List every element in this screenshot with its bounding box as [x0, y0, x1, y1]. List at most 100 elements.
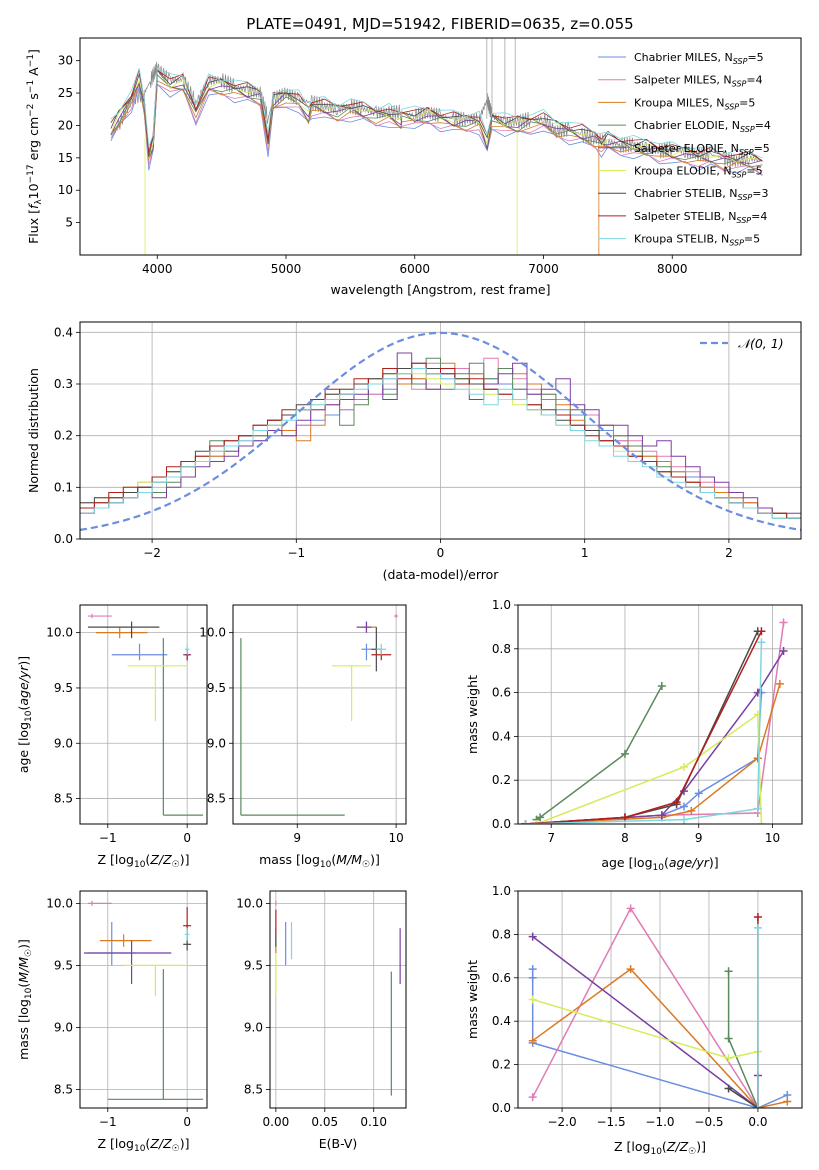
mass-weight-marker — [753, 754, 762, 763]
mass-weight-line-3 — [525, 683, 781, 824]
x-tick-label: −1 — [287, 546, 305, 560]
panels-group: 4000 5000 6000 7000 800051015202530wavelengt… — [16, 37, 803, 1157]
mass-weight-line-3 — [532, 968, 788, 1108]
y-tick-label: 0.0 — [492, 817, 511, 831]
x-tick-label: 9 — [695, 831, 703, 845]
mass-weight-marker — [532, 820, 541, 824]
x-axis-label: Z [log10(Z/Z☉)] — [614, 1139, 706, 1157]
x-tick-label: 0 — [183, 831, 191, 845]
x-tick-label: 1 — [581, 546, 589, 560]
y-tick-label: 0.6 — [492, 686, 511, 700]
y-tick-label: 30 — [58, 54, 73, 68]
mass-weight-marker — [687, 806, 696, 815]
axes-frame — [232, 604, 407, 825]
y-tick-label: 1.0 — [492, 598, 511, 612]
x-tick-label: 9 — [293, 831, 301, 845]
age_vs_mass-points — [240, 613, 399, 816]
mass-weight-marker — [679, 763, 688, 772]
mass-weight-marker — [753, 923, 762, 932]
age_vs_Z-points — [87, 613, 204, 816]
mass-weight-marker — [779, 618, 788, 627]
y-tick-label: 0.6 — [492, 971, 511, 985]
normal-curve — [80, 331, 801, 531]
x-tick-label: 10 — [765, 831, 780, 845]
mass-weight-marker — [657, 682, 666, 691]
y-tick-label: 0.3 — [54, 377, 73, 391]
mass-weight-marker — [724, 1084, 733, 1093]
legend-entry: Chabrier MILES, NSSP=5 — [634, 51, 764, 66]
mass_vs_ebv-axes: 0.00 0.05 0.10 8.5 9.0 9.5 10.0 E(B-V) — [236, 891, 406, 1151]
legend-entry: Salpeter MILES, NSSP=4 — [634, 74, 763, 89]
y-tick-label: 8.5 — [54, 792, 73, 806]
legend-entry: Chabrier ELODIE, NSSP=4 — [634, 119, 771, 134]
mass-weight-marker — [779, 646, 788, 655]
y-tick-label: 0.2 — [492, 773, 511, 787]
y-tick-label: 10 — [58, 183, 73, 197]
figure-title: PLATE=0491, MJD=51942, FIBERID=0635, z=0… — [246, 15, 633, 33]
x-axis-label: (data-model)/error — [383, 567, 500, 582]
spectrum-lines — [110, 38, 763, 255]
mass-weight-line-5 — [525, 650, 785, 824]
y-tick-label: 8.5 — [54, 1082, 73, 1096]
legend-entry: Kroupa ELODIE, NSSP=5 — [634, 165, 763, 180]
massweight_vs_age-axes: 7 8 9 10 0.0 0.2 0.4 0.6 0.8 1.0 age [log10(age/yr… — [465, 598, 802, 873]
age_vs_Z-axes: −1 0 8.5 9.0 9.5 10.0 Z [log10(Z/Z☉)] age [log1… — [16, 605, 207, 870]
mass_vs_ebv-points — [275, 900, 401, 1096]
y-tick-label: 8.5 — [207, 792, 226, 806]
y-tick-label: 0.0 — [54, 532, 73, 546]
mass-weight-line-7 — [728, 1087, 759, 1108]
mass-weight-marker — [679, 802, 688, 811]
model-spectrum-line-2 — [110, 82, 763, 176]
x-axis-label: wavelength [Angstrom, rest frame] — [330, 282, 550, 297]
y-tick-label: 0.1 — [54, 480, 73, 494]
mass-weight-marker — [528, 932, 537, 941]
x-tick-label: 10 — [388, 831, 403, 845]
histogram-series-5 — [80, 352, 801, 514]
mass-weight-line-7 — [525, 630, 759, 824]
x-tick-label: 0.05 — [311, 1115, 338, 1129]
axes-frame — [79, 321, 802, 540]
mass-weight-marker — [753, 1104, 762, 1108]
mass-weight-line-1 — [525, 692, 763, 824]
legend-entry: Chabrier STELIB, NSSP=3 — [634, 187, 768, 202]
y-axis-label: mass [log10(M/M☉)] — [16, 939, 34, 1060]
y-tick-label: 9.0 — [54, 736, 73, 750]
axes-frame — [79, 37, 802, 256]
x-tick-label: −2.0 — [547, 1115, 576, 1129]
x-tick-label: 2 — [725, 546, 733, 560]
mass_vs_Z-points — [83, 900, 204, 1100]
x-tick-label: 0.00 — [263, 1115, 290, 1129]
axes-frame — [79, 890, 208, 1109]
mass-weight-marker — [724, 1054, 733, 1063]
x-axis-label: Z [log10(Z/Z☉)] — [98, 1136, 190, 1154]
mass-weight-marker — [536, 813, 545, 822]
y-tick-label: 0.4 — [54, 325, 73, 339]
age_vs_mass-axes: 9 10 8.5 9.0 9.5 10.0 mass [log10(M/M☉)] — [199, 605, 406, 870]
x-tick-label: −1 — [99, 831, 117, 845]
legend-entry: Kroupa STELIB, NSSP=5 — [634, 233, 760, 248]
mass-weight-marker — [528, 965, 537, 974]
y-tick-label: 9.0 — [207, 736, 226, 750]
mass-weight-marker — [783, 1097, 792, 1106]
y-tick-label: 0.4 — [492, 1014, 511, 1028]
mass-weight-marker — [626, 904, 635, 913]
y-tick-label: 0.2 — [492, 1058, 511, 1072]
x-tick-label: 4000 — [142, 262, 173, 276]
y-axis-label: mass weight — [465, 960, 480, 1039]
mass-weight-marker — [775, 679, 784, 688]
massweight_vs_age-lines — [521, 618, 788, 824]
mass-weight-marker — [757, 627, 766, 636]
legend-entry: Salpeter ELODIE, NSSP=5 — [634, 142, 770, 157]
x-axis-label: mass [log10(M/M☉)] — [259, 852, 380, 870]
mass-weight-marker — [679, 815, 688, 824]
residuals-axes: −2 −1 0 1 2 0.0 0.1 0.2 0.3 0.4 (data-model)/error… — [26, 322, 801, 582]
y-tick-label: 15 — [58, 151, 73, 165]
x-tick-label: 0 — [437, 546, 445, 560]
mass-weight-marker — [757, 820, 766, 824]
axes-frame — [79, 604, 208, 825]
y-tick-label: 10.0 — [46, 896, 73, 910]
x-tick-label: 8 — [621, 831, 629, 845]
y-tick-label: 0.8 — [492, 927, 511, 941]
axes-frame — [517, 890, 803, 1109]
y-tick-label: 9.5 — [54, 958, 73, 972]
